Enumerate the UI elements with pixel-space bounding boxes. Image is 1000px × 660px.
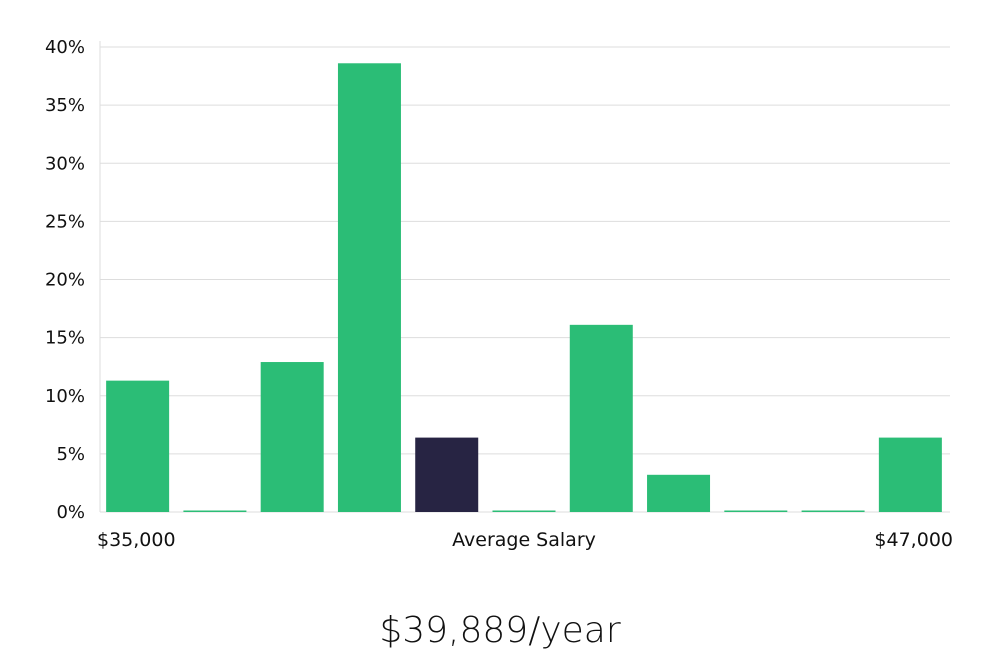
bar <box>569 324 633 512</box>
bar-highlighted <box>415 437 479 512</box>
bar <box>647 474 711 512</box>
bar-layer <box>106 63 942 513</box>
y-tick-label: 10% <box>45 386 85 407</box>
y-tick-label: 40% <box>45 37 85 58</box>
y-tick-label: 30% <box>45 153 85 174</box>
x-axis-title: Average Salary <box>452 529 596 551</box>
chart-svg: 0% 5% 10% 15% 20% 25% 30% 35% 40% <box>45 37 950 523</box>
x-axis-min-label: $35,000 <box>97 529 176 551</box>
bar <box>106 380 170 512</box>
bar <box>337 63 401 513</box>
y-tick-label: 0% <box>56 502 85 523</box>
y-tick-label: 15% <box>45 328 85 349</box>
bar <box>878 437 942 512</box>
bar <box>183 510 247 512</box>
y-tick-label: 25% <box>45 211 85 232</box>
grid-layer <box>100 46 950 513</box>
y-tick-label: 35% <box>45 95 85 116</box>
bar <box>724 510 788 512</box>
bar <box>260 362 324 512</box>
axis-layer: 0% 5% 10% 15% 20% 25% 30% 35% 40% <box>45 37 101 523</box>
average-salary-value: $39,889/year <box>379 610 621 651</box>
bar <box>492 510 556 512</box>
salary-histogram: 0% 5% 10% 15% 20% 25% 30% 35% 40% $35,000 Averag… <box>45 37 953 551</box>
y-tick-label: 20% <box>45 270 85 291</box>
y-tick-label: 5% <box>56 444 85 465</box>
x-axis-max-label: $47,000 <box>874 529 953 551</box>
bar <box>801 510 865 512</box>
